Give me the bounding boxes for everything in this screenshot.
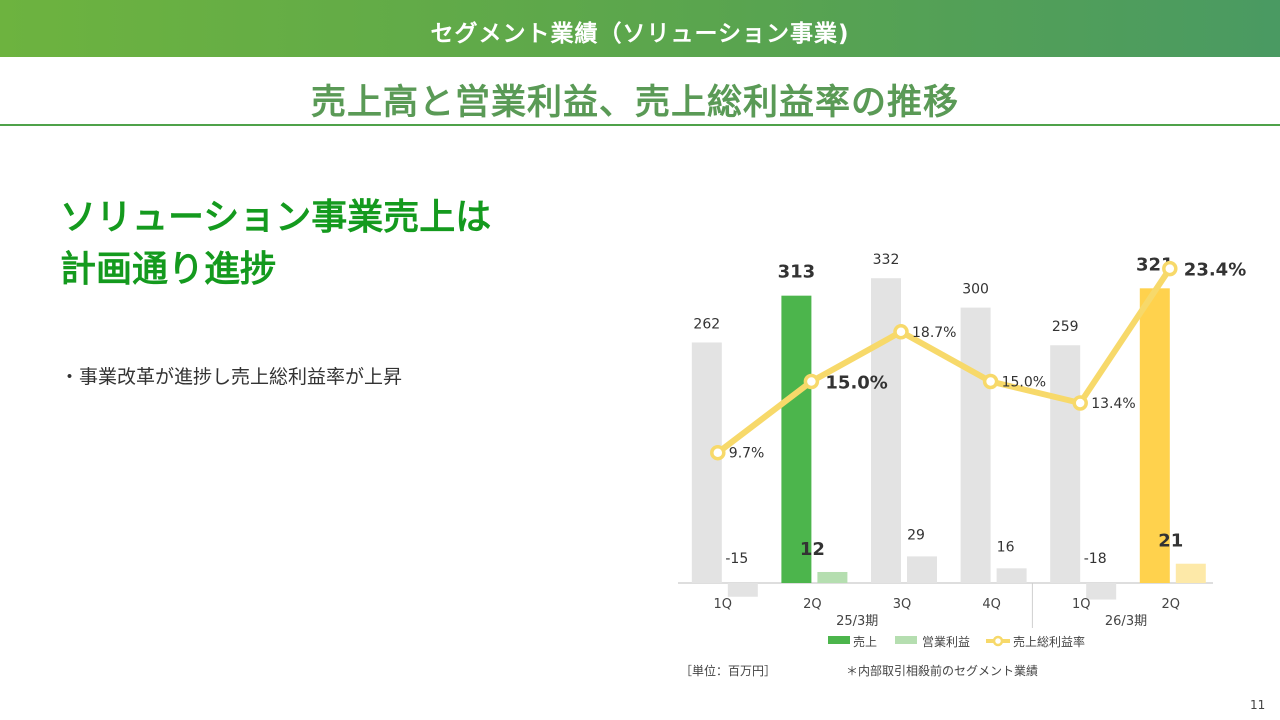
headline-line-2: 計画通り進捗 <box>60 249 277 290</box>
gross-margin-value-label: 13.4% <box>1091 396 1135 412</box>
op-profit-bar <box>817 571 848 583</box>
sales-value-label: 313 <box>778 262 816 283</box>
sales-value-label: 259 <box>1052 319 1079 335</box>
category-tick-label: 2Q <box>1162 597 1181 612</box>
category-tick-label: 4Q <box>982 597 1001 612</box>
category-tick-label: 2Q <box>803 597 822 612</box>
sales-bar <box>781 295 812 583</box>
category-tick-label: 3Q <box>893 597 912 612</box>
op-profit-value-label: 12 <box>800 539 825 560</box>
header-band: セグメント業績（ソリューション事業) <box>0 0 1280 57</box>
sales-bar <box>960 307 991 583</box>
sales-bar <box>691 342 722 583</box>
op-profit-bar <box>1175 563 1206 583</box>
op-profit-bar <box>907 556 937 583</box>
op-profit-value-label: -15 <box>725 551 748 567</box>
gross-margin-value-label: 15.0% <box>825 373 887 394</box>
gross-margin-point <box>1072 395 1088 411</box>
sales-value-label: 300 <box>962 282 989 298</box>
section-label: セグメント業績（ソリューション事業) <box>430 21 850 47</box>
page-title: 売上高と営業利益、売上総利益率の推移 <box>310 83 959 123</box>
legend-label-sales: 売上 <box>853 634 877 649</box>
sales-value-label: 262 <box>693 316 720 332</box>
legend-label-gross-margin: 売上総利益率 <box>1013 634 1085 649</box>
op-profit-value-label: 21 <box>1158 531 1183 552</box>
op-profit-bar <box>727 583 758 597</box>
gross-margin-point <box>710 444 726 461</box>
gross-margin-value-label: 23.4% <box>1184 260 1246 281</box>
headline-line-1: ソリューション事業売上は <box>60 197 492 238</box>
gross-margin-value-label: 18.7% <box>912 325 956 341</box>
unit-note: ［単位：百万円］ <box>680 664 777 678</box>
legend-label-op-profit: 営業利益 <box>922 635 970 649</box>
op-profit-value-label: 16 <box>997 539 1015 555</box>
sales-bar <box>871 278 901 583</box>
legend-swatch-op-profit <box>895 636 917 644</box>
op-profit-bar <box>1086 583 1117 600</box>
headline: ソリューション事業売上は 計画通り進捗 <box>60 192 491 296</box>
op-profit-bar <box>996 568 1027 583</box>
op-profit-value-label: 29 <box>907 527 925 543</box>
bullet-point: ・事業改革が進捗し売上総利益率が上昇 <box>60 366 403 388</box>
category-tick-label: 1Q <box>714 597 733 612</box>
title-divider <box>0 124 1280 126</box>
sales-bar <box>1050 345 1081 583</box>
gross-margin-line <box>714 265 1173 456</box>
gross-margin-value-label: 9.7% <box>729 446 765 462</box>
legend-swatch-sales <box>828 636 850 644</box>
gross-margin-point <box>893 324 909 340</box>
gross-margin-point <box>803 373 820 390</box>
sales-value-label: 332 <box>873 252 900 268</box>
gross-margin-point <box>982 373 999 390</box>
sales-bar <box>1139 288 1170 583</box>
footnote: ＊内部取引相殺前のセグメント業績 <box>846 664 1039 678</box>
period-group-label: 26/3期 <box>1105 614 1147 629</box>
gross-margin-value-label: 15.0% <box>1002 375 1046 391</box>
legend-marker-gross-margin <box>992 635 1004 647</box>
gross-margin-point <box>1162 260 1178 277</box>
period-group-label: 25/3期 <box>836 614 878 629</box>
category-tick-label: 1Q <box>1072 597 1091 612</box>
op-profit-value-label: -18 <box>1084 551 1107 567</box>
page-number: 11 <box>1250 698 1266 712</box>
